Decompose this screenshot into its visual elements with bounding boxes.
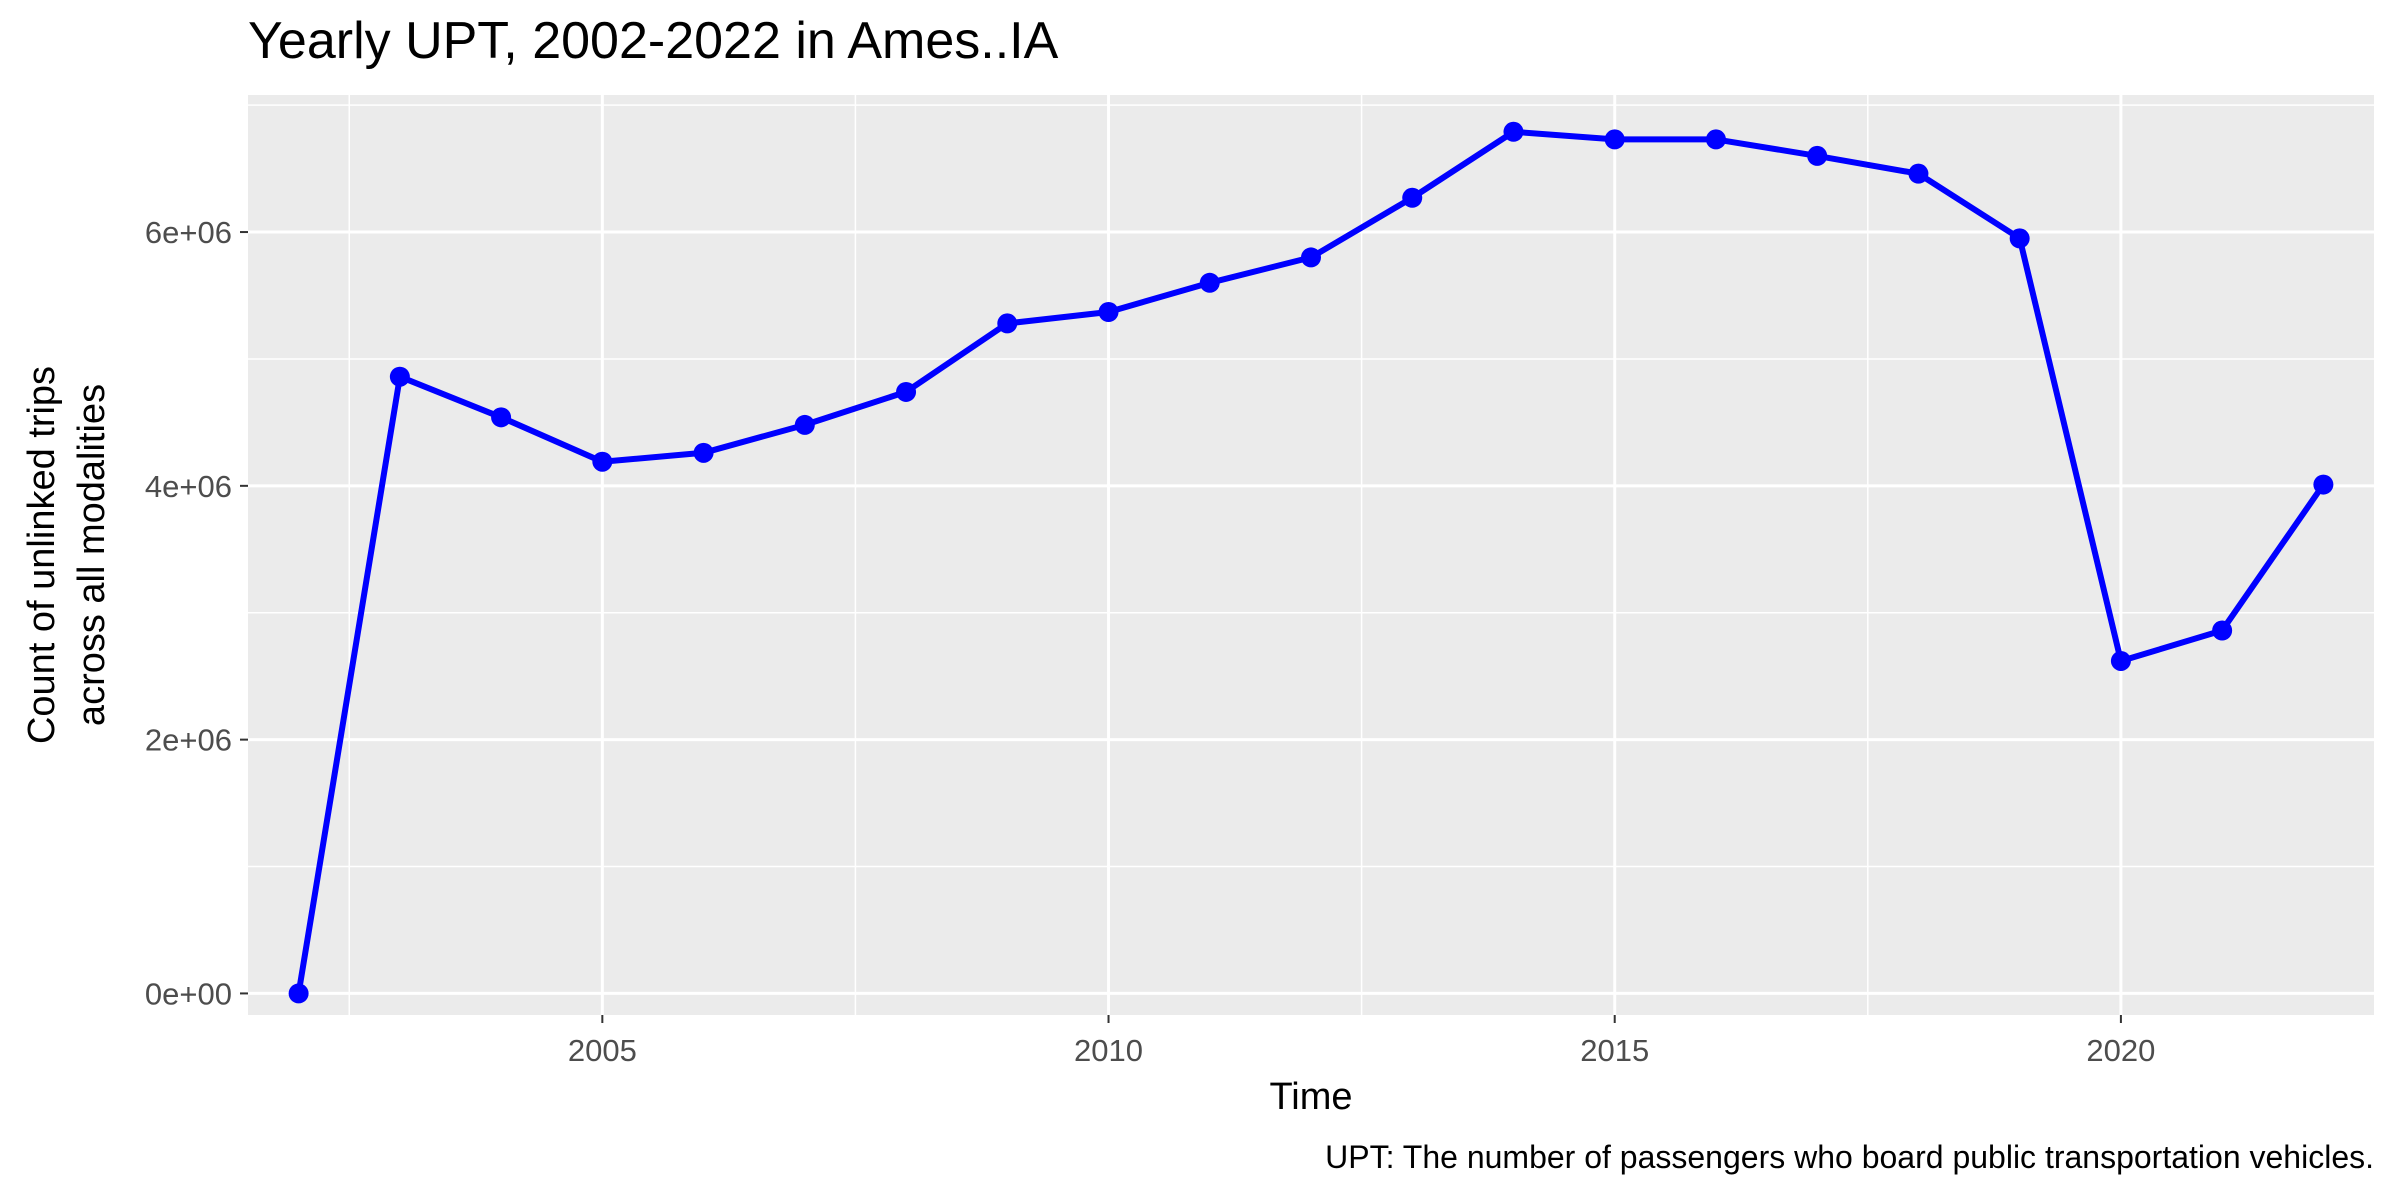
grid-lines	[248, 95, 2374, 1015]
y-axis-title-line2: across all modalities	[71, 384, 113, 726]
series-group	[288, 121, 2334, 1004]
y-tick-label: 0e+00	[145, 976, 232, 1011]
data-point	[693, 442, 714, 463]
data-point	[997, 313, 1018, 334]
data-point	[389, 366, 410, 387]
data-point	[1908, 163, 1929, 184]
data-point	[491, 407, 512, 428]
y-tick-label: 2e+06	[145, 723, 232, 758]
data-point	[1301, 247, 1321, 268]
y-axis: 0e+00 2e+06 4e+06 6e+06	[145, 215, 248, 1011]
data-point	[1807, 145, 1828, 166]
data-point	[288, 983, 309, 1004]
x-tick-label: 2005	[568, 1033, 637, 1068]
data-point	[1705, 129, 1726, 150]
data-point	[1199, 272, 1220, 293]
x-tick-label: 2015	[1580, 1033, 1649, 1068]
x-axis: 2005 2010 2015 2020	[568, 1015, 2155, 1068]
data-point	[2212, 620, 2233, 641]
y-tick-label: 4e+06	[145, 469, 232, 504]
x-tick-label: 2010	[1074, 1033, 1143, 1068]
x-tick-label: 2020	[2086, 1033, 2155, 1068]
data-point	[2009, 228, 2030, 249]
data-point	[1098, 301, 1119, 322]
data-point	[1503, 121, 1524, 142]
x-axis-title: Time	[1269, 1076, 1352, 1118]
y-axis-title-line1: Count of unlinked trips	[21, 366, 63, 744]
data-point	[896, 381, 917, 402]
data-point	[592, 451, 613, 472]
data-point	[1402, 187, 1423, 208]
chart-title: Yearly UPT, 2002-2022 in Ames..IA	[248, 12, 1059, 70]
y-tick-label: 6e+06	[145, 215, 232, 250]
data-point	[2110, 650, 2131, 671]
data-point	[1604, 129, 1625, 150]
data-point	[2313, 474, 2334, 495]
data-point	[794, 414, 815, 435]
chart-caption: UPT: The number of passengers who board …	[1325, 1139, 2374, 1175]
